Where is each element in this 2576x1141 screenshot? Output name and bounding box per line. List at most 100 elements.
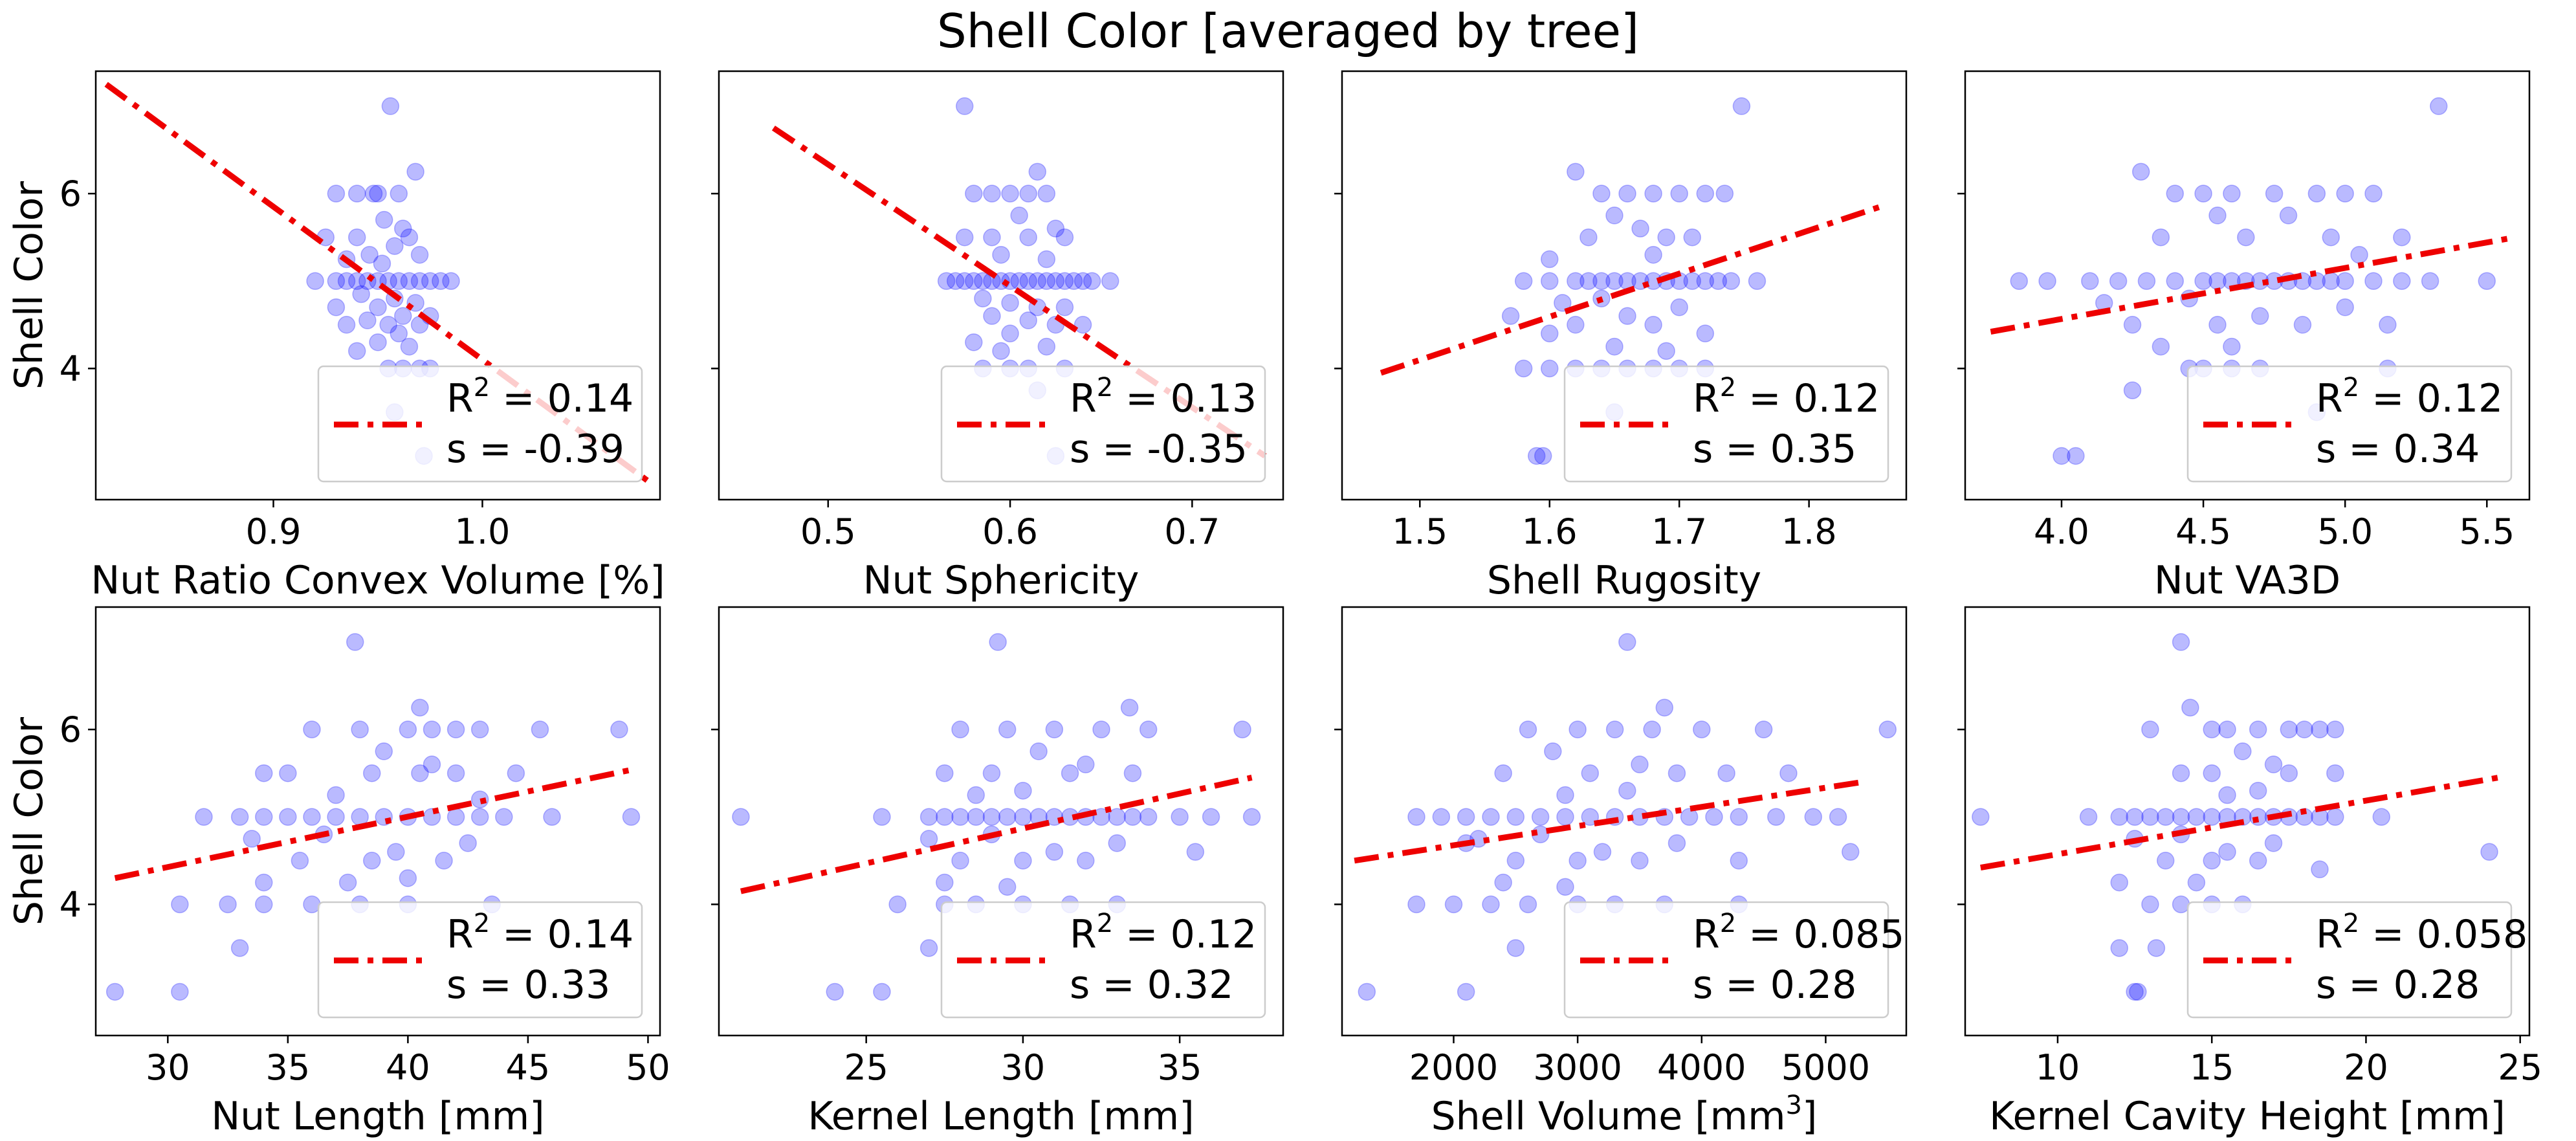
data-point: [1055, 272, 1074, 290]
data-point: [1506, 939, 1525, 957]
data-point: [1767, 808, 1785, 826]
x-tick-label: 1.8: [1781, 511, 1837, 552]
data-point: [1514, 359, 1533, 378]
data-point: [230, 939, 249, 957]
data-point: [507, 764, 525, 782]
data-point: [1540, 272, 1559, 290]
data-point: [1527, 447, 1546, 465]
data-point: [2421, 272, 2439, 290]
data-point: [1878, 720, 1897, 738]
data-point: [400, 337, 419, 356]
data-point: [2172, 808, 2190, 826]
data-point: [955, 97, 974, 115]
data-point: [2311, 720, 2329, 738]
data-point: [2053, 447, 2071, 465]
data-point: [1028, 162, 1047, 181]
data-point: [937, 272, 956, 290]
data-point: [432, 272, 450, 290]
legend: R2 = 0.085 s = 0.28: [1563, 901, 1904, 1019]
data-point: [337, 272, 356, 290]
axes-frame: [718, 70, 1284, 501]
data-point: [982, 808, 1001, 826]
data-point: [1569, 852, 1587, 870]
data-point: [346, 633, 364, 651]
data-point: [955, 228, 974, 247]
data-point: [1705, 808, 1723, 826]
x-tick-label: 5.0: [2317, 511, 2373, 552]
data-point: [1519, 895, 1537, 914]
data-point: [983, 307, 1001, 326]
data-point: [965, 272, 983, 290]
data-point: [919, 939, 938, 957]
data-point: [1605, 337, 1624, 356]
data-point: [2166, 272, 2185, 290]
data-point: [1592, 184, 1611, 203]
data-point: [1556, 808, 1574, 826]
data-point: [390, 324, 408, 343]
data-point: [2152, 228, 2170, 247]
x-tick-label: 45: [506, 1047, 551, 1088]
legend-box: [940, 365, 1266, 483]
data-point: [2110, 873, 2129, 892]
data-point: [2110, 808, 2129, 826]
regression-line: [1990, 234, 2516, 335]
data-point: [1001, 324, 1019, 343]
x-tick-label: 0.6: [982, 511, 1038, 552]
data-point: [230, 808, 249, 826]
data-point: [254, 895, 273, 914]
data-point: [411, 764, 429, 782]
data-point: [347, 272, 366, 290]
x-axis-label: Nut VA3D: [2154, 558, 2340, 603]
x-tick-label: 0.7: [1164, 511, 1220, 552]
data-point: [2350, 245, 2368, 264]
data-point: [1037, 272, 1056, 290]
data-point: [974, 289, 992, 308]
data-point: [1643, 720, 1661, 738]
data-point: [1670, 298, 1688, 316]
legend: R2 = 0.058 s = 0.28: [2186, 901, 2527, 1019]
subplot-5: 30 35 40 45 50 4 6 Nut Length [mm] Shell Color R2…: [6, 606, 670, 1139]
data-point: [1644, 316, 1662, 334]
legend: R2 = 0.12 s = 0.34: [2186, 365, 2513, 483]
data-point: [2187, 873, 2206, 892]
data-point: [1123, 808, 1142, 826]
data-point: [2126, 808, 2144, 826]
data-point: [873, 808, 891, 826]
data-point: [423, 755, 441, 773]
x-tick-label: 15: [2190, 1047, 2234, 1088]
data-point: [1139, 720, 1158, 738]
legend-slope: s = 0.34: [2316, 426, 2480, 472]
data-point: [2081, 272, 2099, 290]
data-point: [360, 245, 379, 264]
data-point: [2156, 852, 2175, 870]
data-point: [1010, 206, 1028, 225]
x-tick-label: 4000: [1657, 1047, 1746, 1088]
data-point: [446, 764, 465, 782]
data-point: [1556, 878, 1574, 896]
axes-frame: [718, 606, 1284, 1037]
x-tick-label: 4.5: [2175, 511, 2231, 552]
data-point: [998, 720, 1017, 738]
legend-r2: R2 = 0.058: [2316, 909, 2527, 957]
data-point: [327, 786, 345, 804]
data-point: [1202, 808, 1220, 826]
data-point: [1014, 781, 1032, 800]
data-point: [379, 316, 397, 334]
data-point: [442, 272, 460, 290]
data-point: [2251, 307, 2269, 326]
data-point: [732, 808, 750, 826]
legend-r2: R2 = 0.14: [446, 909, 633, 957]
legend-slope: s = 0.28: [1693, 962, 1856, 1008]
x-tick-label: 1.5: [1392, 511, 1448, 552]
legend: R2 = 0.14 s = -0.39: [317, 365, 643, 483]
data-point: [347, 342, 366, 360]
data-point: [1061, 764, 1079, 782]
data-point: [989, 633, 1007, 651]
y-tick-label: 4: [60, 884, 82, 925]
data-point: [1668, 764, 1686, 782]
data-point: [470, 808, 489, 826]
regression-line: [114, 766, 637, 881]
data-point: [1804, 808, 1823, 826]
data-point: [303, 720, 321, 738]
data-point: [358, 311, 377, 329]
